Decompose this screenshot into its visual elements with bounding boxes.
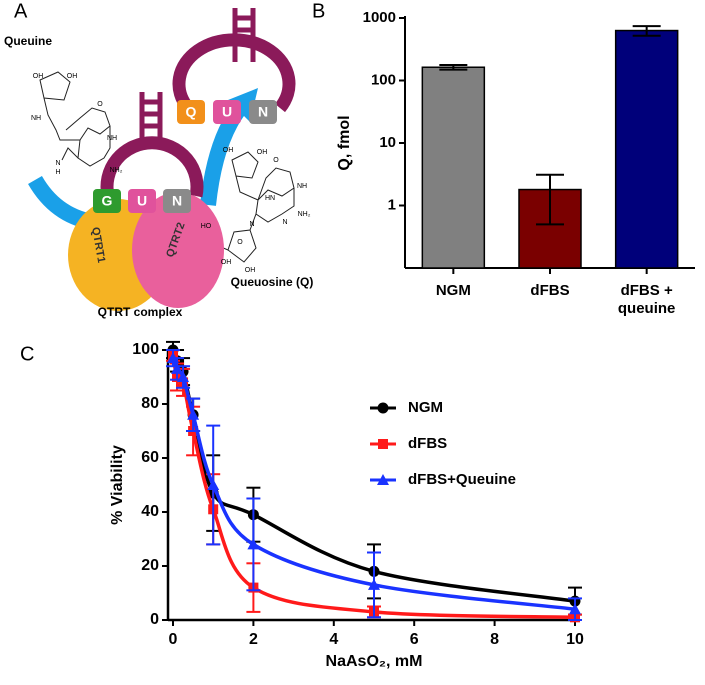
atom-label: N [249,221,254,228]
panel-label: A [14,0,28,22]
marker [171,362,184,374]
x-tick-label: 0 [169,631,178,648]
atom-label: OH [257,149,268,156]
trna-lower [100,92,204,198]
atom-label: N [55,160,60,167]
anticodon-letter: N [172,193,182,209]
atom-label: OH [67,73,78,80]
anticodon-box [213,100,241,124]
y-axis-label: % Viability [109,445,126,525]
atom-label: O [237,239,243,246]
qtrt2-shape [132,192,224,308]
atom-label: O [97,101,103,108]
marker [207,479,220,490]
anticodon-letter: U [137,193,147,209]
marker [247,538,260,550]
anticodon-letter: N [258,104,268,120]
queuosine-label: Queuosine (Q) [231,275,314,289]
marker [569,603,581,615]
y-tick-label: 100 [371,71,396,88]
y-tick-label: 100 [132,341,159,358]
anticodon-letter: G [102,193,113,209]
bar [421,66,486,269]
y-tick-label: 20 [141,557,159,574]
x-tick-label: 6 [410,631,419,648]
anticodon-letter: U [222,104,232,120]
y-tick-label: 0 [150,611,159,628]
anticodon-box [163,189,191,213]
marker [368,578,380,590]
anticodon-letter: Q [186,104,197,120]
complex-label: QTRT complex [98,305,183,319]
legend-marker [377,474,389,485]
legend-label: NGM [408,399,443,416]
anticodon-box [249,100,277,124]
atom-label: OH [245,267,256,274]
atom-label: NH [31,115,41,122]
legend-label: dFBS [408,435,447,452]
y-tick-label: 40 [141,503,159,520]
atom-label: HN [265,195,275,202]
atom-label: NH [107,135,117,142]
x-tick-label: dFBS [530,282,570,299]
legend-label: dFBS+Queuine [408,471,516,488]
atom-label: OH [33,73,44,80]
atom-label: HO [201,223,212,230]
bar [614,29,679,269]
panel-label: B [312,0,325,22]
legend-marker [378,439,388,449]
atom-label: NH [297,183,307,190]
atom-label: OH [221,259,232,266]
x-tick-label: 2 [249,631,258,648]
y-tick-label: 10 [379,134,396,151]
y-tick-label: 1000 [363,9,396,26]
x-tick-label: 4 [329,631,338,648]
atom-label: N [282,219,287,226]
atom-label: O [273,157,279,164]
y-tick-label: 1 [388,196,396,213]
y-tick-label: 80 [141,395,159,412]
x-tick-label: 8 [490,631,499,648]
panel-label: C [20,343,34,365]
y-axis-label: Q, fmol [336,115,353,170]
atom-label: NH₂ [110,167,123,174]
marker [187,408,200,420]
atom-label: NH₂ [298,211,311,218]
x-tick-label: 10 [566,631,584,648]
y-tick-label: 60 [141,449,159,466]
marker [177,371,190,382]
x-tick-label: dFBS + queuine [617,282,676,317]
x-axis-label: NaAsO₂, mM [326,653,423,670]
legend-marker [377,402,389,414]
anticodon-box [93,189,121,213]
anticodon-box [177,100,205,124]
x-tick-label: NGM [435,282,471,299]
trna-upper [172,8,296,113]
anticodon-box [128,189,156,213]
atom-label: OH [223,147,234,154]
queuine-label: Queuine [4,34,52,48]
atom-label: H [55,169,60,176]
queuine-structure [39,71,111,167]
